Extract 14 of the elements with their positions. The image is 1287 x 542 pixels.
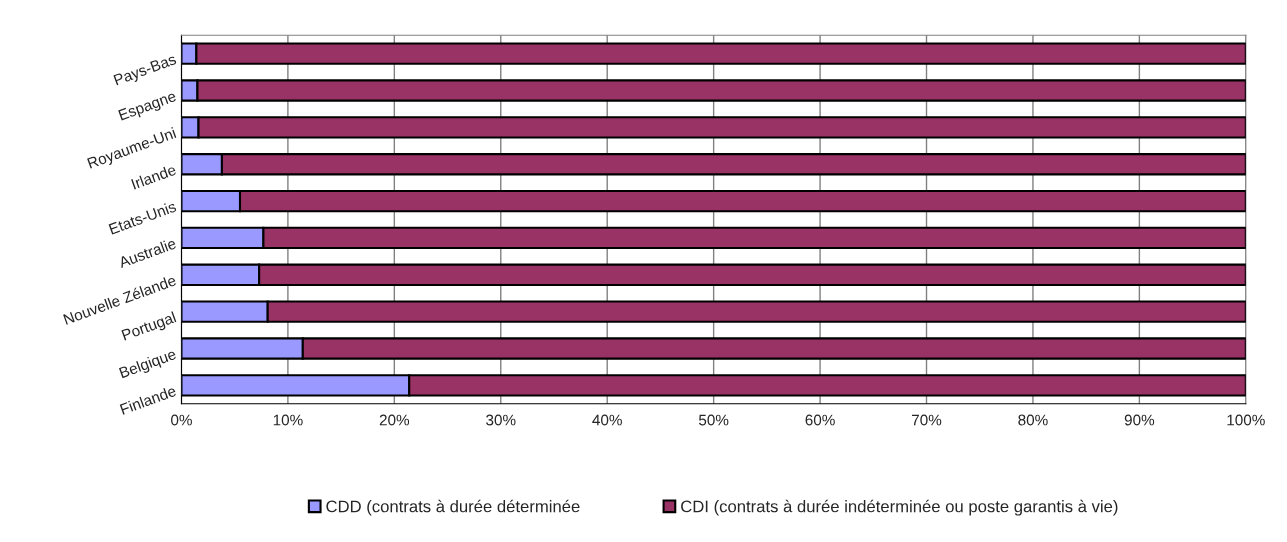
x-tick-label: 70% xyxy=(912,414,942,426)
legend-label: CDI (contrats à durée indéterminée ou poste garantis à vie) xyxy=(681,499,1118,516)
x-tick-label: 100% xyxy=(1227,414,1265,426)
x-tick-label: 40% xyxy=(592,414,622,426)
x-tick-label: 30% xyxy=(486,414,516,426)
legend-label: CDD (contrats à durée déterminée xyxy=(326,499,580,516)
x-tick-label: 60% xyxy=(805,414,835,426)
x-tick-label: 0% xyxy=(171,414,192,426)
x-tick-label: 90% xyxy=(1124,414,1155,426)
y-tick-label: Irlande xyxy=(130,163,177,190)
x-tick-label: 10% xyxy=(273,414,303,426)
x-tick-label: 50% xyxy=(698,414,729,426)
x-tick-label: 80% xyxy=(1018,414,1048,426)
x-tick-label: 20% xyxy=(379,414,410,426)
